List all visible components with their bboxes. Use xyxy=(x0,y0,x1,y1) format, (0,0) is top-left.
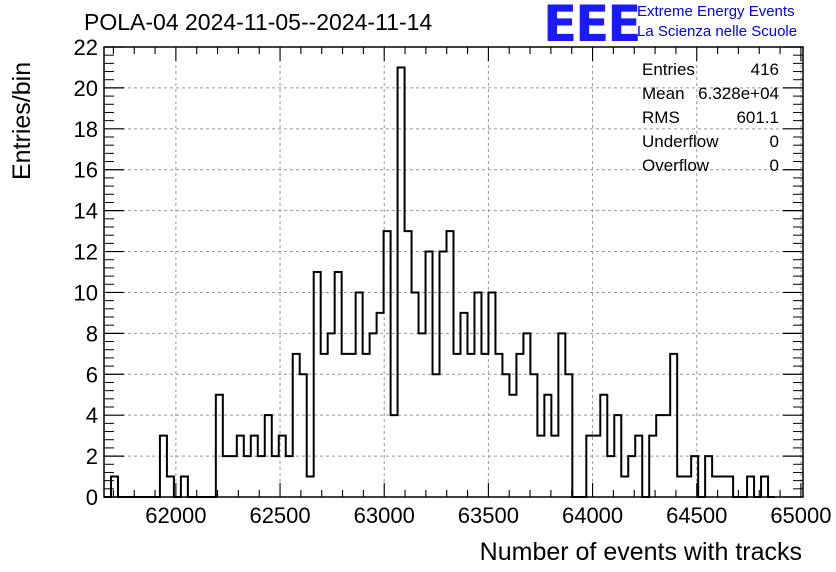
stats-value: 0 xyxy=(769,156,779,175)
logo-caption: Extreme Energy Events La Scienza nelle S… xyxy=(637,2,797,42)
stats-row-rms: RMS 601.1 xyxy=(642,106,779,130)
stats-row-entries: Entries 416 xyxy=(642,58,779,82)
logo-caption-line2: La Scienza nelle Scuole xyxy=(637,23,798,40)
stats-value: 601.1 xyxy=(736,108,779,127)
x-tick-label: 63000 xyxy=(354,503,415,528)
stats-value: 416 xyxy=(750,60,779,79)
stats-key: Entries xyxy=(642,60,695,79)
stats-key: Underflow xyxy=(642,132,719,151)
y-tick-label: 0 xyxy=(86,485,98,510)
stats-box: Entries 416 Mean 6.328e+04 RMS 601.1 Und… xyxy=(642,58,779,178)
x-tick-label: 62500 xyxy=(249,503,310,528)
x-tick-label: 64000 xyxy=(562,503,623,528)
x-tick-label: 64500 xyxy=(666,503,727,528)
stats-row-underflow: Underflow 0 xyxy=(642,130,779,154)
stats-key: Overflow xyxy=(642,156,710,175)
stats-key: RMS xyxy=(642,108,680,127)
logo-caption-line1: Extreme Energy Events xyxy=(637,3,795,20)
x-tick-label: 63500 xyxy=(458,503,519,528)
chart-title: POLA-04 2024-11-05--2024-11-14 xyxy=(84,9,433,35)
plot-frame xyxy=(103,46,804,498)
y-tick-label: 22 xyxy=(74,35,98,60)
axis-ticks xyxy=(104,46,803,498)
y-tick-label: 16 xyxy=(74,158,98,183)
axis-tick-labels: 0 2 4 6 8 10 12 14 16 18 20 22 62000 62500 63000 63500 6… xyxy=(74,35,832,528)
y-tick-label: 12 xyxy=(74,240,98,265)
y-tick-label: 4 xyxy=(86,403,98,428)
y-tick-label: 8 xyxy=(86,321,98,346)
x-tick-label: 62000 xyxy=(145,503,206,528)
y-tick-label: 14 xyxy=(74,199,98,224)
stats-value: 6.328e+04 xyxy=(698,84,779,103)
x-axis-label: Number of events with tracks xyxy=(479,538,802,566)
y-tick-label: 6 xyxy=(86,362,98,387)
stats-row-mean: Mean 6.328e+04 xyxy=(642,82,779,106)
stats-value: 0 xyxy=(769,132,779,151)
stats-row-overflow: Overflow 0 xyxy=(642,154,779,178)
y-tick-label: 20 xyxy=(74,76,98,101)
y-tick-label: 18 xyxy=(74,117,98,142)
histogram-step-line xyxy=(104,66,776,498)
y-tick-label: 10 xyxy=(74,280,98,305)
eee-logo: EEE xyxy=(543,0,641,53)
y-tick-label: 2 xyxy=(86,444,98,469)
stats-key: Mean xyxy=(642,84,685,103)
x-tick-label: 65000 xyxy=(770,503,831,528)
y-axis-label: Entries/bin xyxy=(8,61,36,180)
